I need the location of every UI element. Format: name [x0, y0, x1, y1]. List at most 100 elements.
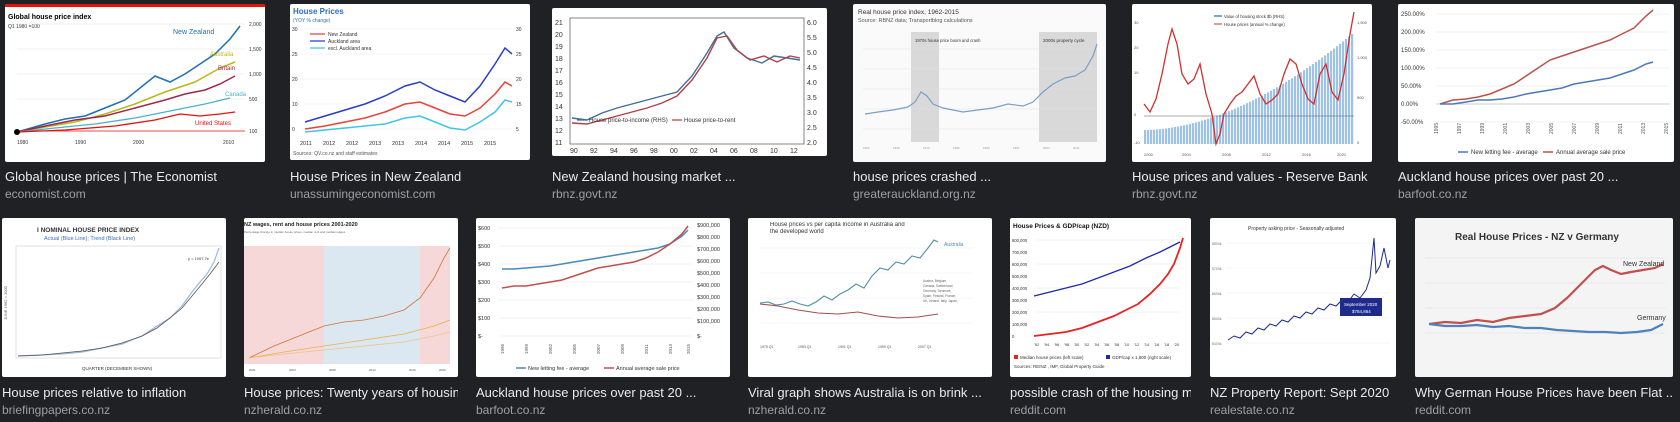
- tick-label: -50.00%: [1401, 120, 1424, 126]
- result-source: barfoot.co.nz: [476, 403, 546, 417]
- result-title[interactable]: Viral graph shows Australia is on brink …: [748, 385, 982, 400]
- housing-stock-bar: [1279, 85, 1282, 144]
- result-title[interactable]: Global house prices | The Economist: [5, 169, 217, 184]
- real-house-price-index-chart: Real house price index, 1962-2015 Source…: [858, 9, 1098, 150]
- tick-label: 02: [690, 148, 698, 155]
- result-title[interactable]: New Zealand housing market ...: [552, 169, 736, 184]
- tick-label: 150.00%: [1401, 48, 1425, 54]
- svg-text:2001: 2001: [1503, 123, 1509, 134]
- result-thumbnail[interactable]: I NOMINAL HOUSE PRICE INDEX Actual (Blue…: [2, 218, 226, 377]
- tick-label: 14: [555, 104, 563, 111]
- chart-title: House Prices & GDP/cap (NZD): [1013, 223, 1109, 230]
- housing-stock-value-chart: Value of housing stock $b (RHS) House pr…: [1134, 11, 1368, 157]
- svg-text:1997: 1997: [1457, 123, 1463, 134]
- svg-text:20: 20: [292, 77, 298, 83]
- tick-label: 18: [555, 56, 563, 63]
- result-title[interactable]: Auckland house prices over past 20 ...: [1398, 169, 1619, 184]
- tick-label: 04: [710, 148, 718, 155]
- svg-text:2012: 2012: [369, 368, 376, 372]
- result-source: barfoot.co.nz: [1398, 187, 1468, 201]
- legend-item: Auckland area: [328, 39, 360, 45]
- result-thumbnail[interactable]: Global house price index Q1 1980 =100 Ne…: [5, 4, 265, 162]
- result-thumbnail[interactable]: House Prices & GDP/cap (NZD) 800,000 700…: [1010, 218, 1191, 377]
- svg-text:2007: 2007: [596, 343, 601, 354]
- result-source: reddit.com: [1415, 403, 1472, 417]
- housing-stock-bar: [1144, 130, 1147, 144]
- tick-label: 90: [570, 148, 578, 155]
- result-title[interactable]: House Prices in New Zealand: [290, 169, 462, 184]
- result-card[interactable]: 21 20 19 18 17 16 15 14 13 12 11 6.0 5.5…: [552, 8, 827, 204]
- tick-label: '14: [1144, 342, 1150, 347]
- legend-item: House price-to-rent: [684, 118, 736, 124]
- result-thumbnail[interactable]: House Prices (YOY % change) New Zealand …: [290, 4, 530, 160]
- svg-text:1999 Q1: 1999 Q1: [878, 345, 891, 349]
- result-thumbnail[interactable]: Real House Prices - NZ v Germany New Zea…: [1415, 218, 1673, 377]
- tick-label: '16: [1154, 342, 1160, 347]
- result-title[interactable]: possible crash of the housing mar...: [1010, 385, 1191, 400]
- result-title[interactable]: Why German House Prices have been Flat .…: [1415, 385, 1673, 400]
- result-title[interactable]: House prices relative to inflation: [2, 385, 187, 400]
- result-card[interactable]: Property asking price - Seasonally adjus…: [1210, 218, 1397, 418]
- tick-label: 700,000: [1012, 250, 1028, 255]
- housing-stock-bar: [1219, 114, 1222, 144]
- svg-text:2004: 2004: [289, 368, 296, 372]
- housing-stock-bar: [1255, 98, 1258, 144]
- tick-label: $200: [478, 298, 490, 304]
- result-title[interactable]: house prices crashed ...: [853, 169, 992, 184]
- tick-label: 10: [770, 148, 778, 155]
- tick-label: 00: [670, 148, 678, 155]
- result-title[interactable]: Auckland house prices over past 20 ...: [476, 385, 697, 400]
- result-thumbnail[interactable]: Value of housing stock $b (RHS) House pr…: [1132, 4, 1372, 162]
- svg-text:$800k: $800k: [1212, 242, 1222, 246]
- result-thumbnail[interactable]: $600 $500 $400 $300 $200 $100 $- $900,00…: [476, 218, 730, 377]
- tick-label: 50.00%: [1401, 84, 1422, 90]
- svg-text:2011: 2011: [1618, 123, 1624, 134]
- svg-text:2009: 2009: [620, 343, 625, 354]
- tick-label: 2,000: [249, 22, 262, 28]
- housing-stock-bar: [1330, 50, 1333, 144]
- result-card[interactable]: Global house price index Q1 1980 =100 Ne…: [5, 4, 265, 204]
- housing-stock-bar: [1183, 125, 1186, 144]
- result-source: nzherald.co.nz: [244, 403, 323, 417]
- svg-text:20: 20: [516, 77, 522, 83]
- callout-label: September 2020: [1344, 302, 1378, 307]
- svg-text:30: 30: [1134, 20, 1139, 25]
- result-thumbnail[interactable]: Real house price index, 1962-2015 Source…: [853, 4, 1106, 162]
- result-title[interactable]: NZ Property Report: Sept 2020: [1210, 385, 1390, 400]
- svg-text:25: 25: [292, 52, 298, 58]
- housing-stock-bar: [1303, 70, 1306, 144]
- result-card[interactable]: 250.00% 200.00% 150.00% 100.00% 50.00% 0…: [1398, 4, 1674, 204]
- result-card[interactable]: Real house price index, 1962-2015 Source…: [853, 4, 1106, 204]
- result-card[interactable]: $600 $500 $400 $300 $200 $100 $- $900,00…: [476, 218, 732, 418]
- result-title[interactable]: House prices and values - Reserve Bank .…: [1132, 169, 1372, 184]
- tick-label: $500,000: [697, 271, 720, 277]
- tick-label: $800,000: [697, 235, 720, 241]
- result-card[interactable]: Value of housing stock $b (RHS) House pr…: [1132, 4, 1372, 204]
- result-thumbnail[interactable]: Property asking price - Seasonally adjus…: [1210, 218, 1396, 377]
- series-label: Germany: [1637, 315, 1666, 322]
- result-card[interactable]: NZ wages, rent and house prices 2001-202…: [244, 218, 459, 418]
- result-title[interactable]: House prices: Twenty years of housing ..…: [244, 385, 458, 400]
- result-thumbnail[interactable]: House prices vs per capita Income in Aus…: [748, 218, 992, 377]
- svg-text:2013: 2013: [1641, 123, 1647, 134]
- house-prices-gdp-chart: House Prices & GDP/cap (NZD) 800,000 700…: [1012, 223, 1184, 369]
- result-card[interactable]: House Prices (YOY % change) New Zealand …: [290, 4, 530, 204]
- housing-stock-bar: [1225, 112, 1228, 144]
- result-thumbnail[interactable]: NZ wages, rent and house prices 2001-202…: [244, 218, 458, 377]
- tick-label: 2013: [369, 141, 381, 147]
- housing-stock-bar: [1342, 41, 1345, 144]
- result-card[interactable]: House prices vs per capita Income in Aus…: [748, 218, 994, 418]
- chart-title: Real House Prices - NZ v Germany: [1455, 232, 1619, 243]
- housing-stock-bar: [1348, 36, 1351, 144]
- housing-stock-bar: [1204, 119, 1207, 144]
- result-card[interactable]: I NOMINAL HOUSE PRICE INDEX Actual (Blue…: [2, 218, 227, 418]
- housing-stock-bar: [1180, 125, 1183, 144]
- result-source: economist.com: [5, 187, 86, 201]
- result-thumbnail[interactable]: 250.00% 200.00% 150.00% 100.00% 50.00% 0…: [1398, 4, 1674, 162]
- housing-stock-bar: [1291, 78, 1294, 144]
- result-card[interactable]: House Prices & GDP/cap (NZD) 800,000 700…: [1010, 218, 1192, 418]
- result-thumbnail[interactable]: 21 20 19 18 17 16 15 14 13 12 11 6.0 5.5…: [552, 8, 827, 156]
- svg-text:30: 30: [516, 27, 522, 33]
- tick-label: 11: [555, 140, 562, 147]
- result-card[interactable]: Real House Prices - NZ v Germany New Zea…: [1415, 218, 1675, 418]
